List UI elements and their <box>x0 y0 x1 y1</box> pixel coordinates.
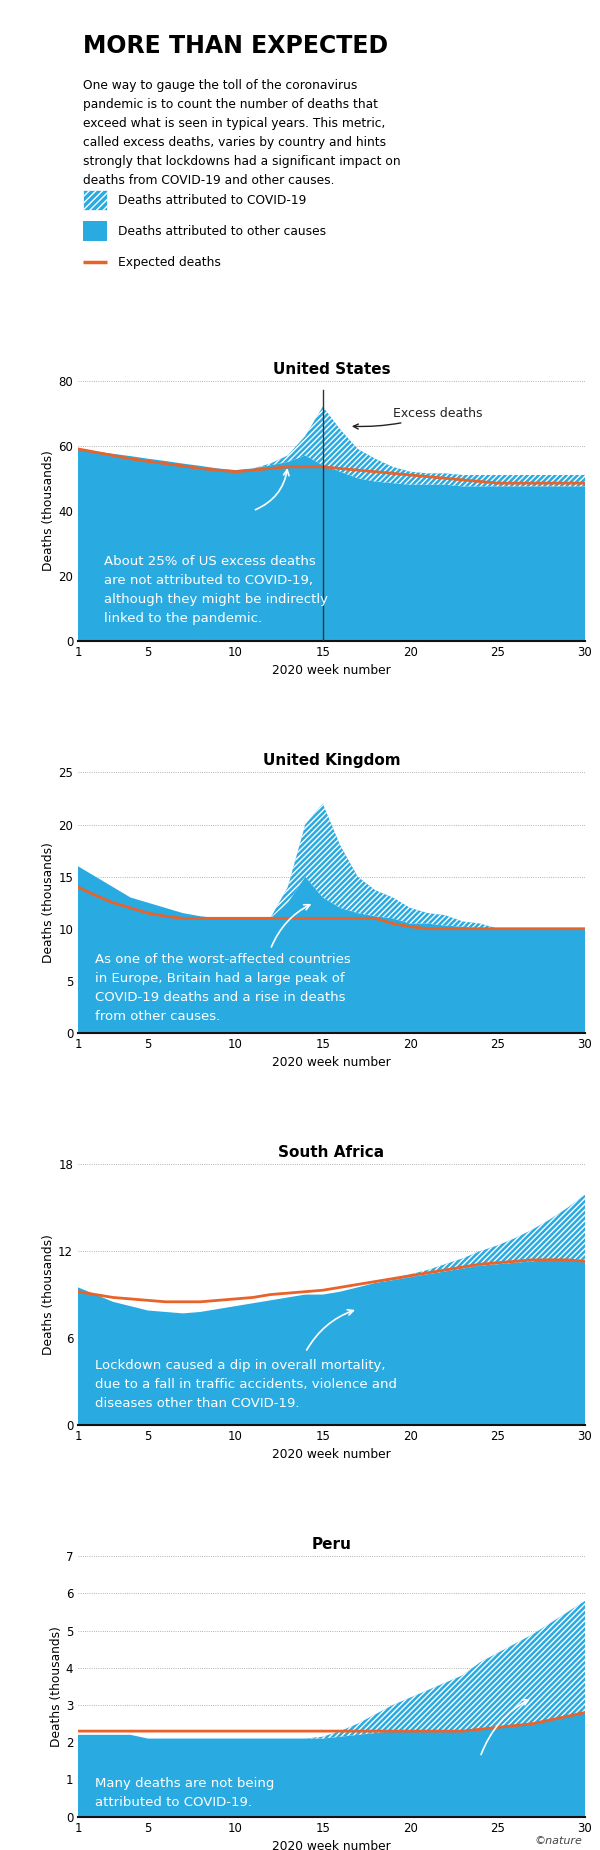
Text: MORE THAN EXPECTED: MORE THAN EXPECTED <box>83 35 388 59</box>
Title: South Africa: South Africa <box>278 1145 385 1160</box>
Text: As one of the worst-affected countries
in Europe, Britain had a large peak of
CO: As one of the worst-affected countries i… <box>95 953 351 1023</box>
Text: Excess deaths: Excess deaths <box>353 407 482 429</box>
X-axis label: 2020 week number: 2020 week number <box>272 1449 391 1462</box>
Text: Lockdown caused a dip in overall mortality,
due to a fall in traffic accidents, : Lockdown caused a dip in overall mortali… <box>95 1360 397 1410</box>
Title: United States: United States <box>272 361 391 377</box>
Bar <box>83 222 107 241</box>
Y-axis label: Deaths (thousands): Deaths (thousands) <box>50 1626 63 1746</box>
X-axis label: 2020 week number: 2020 week number <box>272 1056 391 1069</box>
Text: ©nature: ©nature <box>534 1837 582 1846</box>
Bar <box>83 191 107 211</box>
Text: One way to gauge the toll of the coronavirus
pandemic is to count the number of : One way to gauge the toll of the coronav… <box>83 80 401 187</box>
Text: Expected deaths: Expected deaths <box>118 255 220 268</box>
Title: Peru: Peru <box>311 1537 352 1552</box>
Y-axis label: Deaths (thousands): Deaths (thousands) <box>43 1234 55 1354</box>
X-axis label: 2020 week number: 2020 week number <box>272 664 391 677</box>
X-axis label: 2020 week number: 2020 week number <box>272 1841 391 1850</box>
Text: About 25% of US excess deaths
are not attributed to COVID-19,
although they migh: About 25% of US excess deaths are not at… <box>104 555 328 625</box>
Text: Deaths attributed to COVID-19: Deaths attributed to COVID-19 <box>118 194 306 207</box>
Text: Deaths attributed to other causes: Deaths attributed to other causes <box>118 226 326 239</box>
Y-axis label: Deaths (thousands): Deaths (thousands) <box>43 842 55 964</box>
Y-axis label: Deaths (thousands): Deaths (thousands) <box>43 450 55 572</box>
Title: United Kingdom: United Kingdom <box>263 753 400 768</box>
Text: Many deaths are not being
attributed to COVID-19.: Many deaths are not being attributed to … <box>95 1778 275 1809</box>
